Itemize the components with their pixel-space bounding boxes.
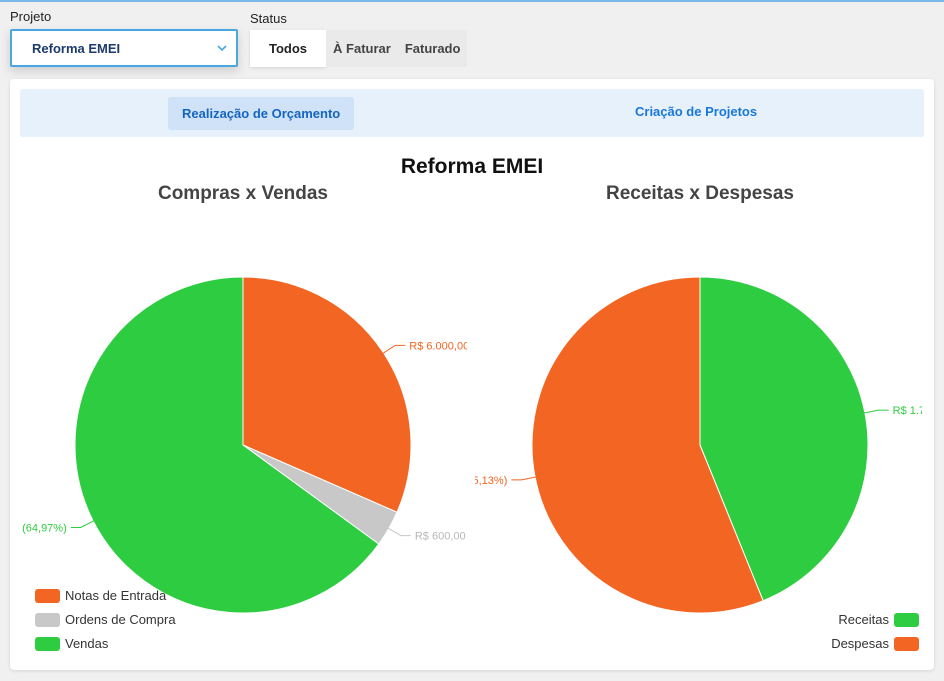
leader-line-receitas xyxy=(862,409,889,414)
legend-receitas-despesas: Receitas Despesas xyxy=(831,612,919,651)
legend-label-despesas[interactable]: Despesas xyxy=(831,636,889,651)
status-faturado-button[interactable]: Faturado xyxy=(397,30,468,67)
leader-line-despesas xyxy=(511,476,538,481)
project-select-value: Reforma EMEI xyxy=(32,40,121,56)
status-toggle-group: Todos À Faturar Faturado xyxy=(250,30,468,67)
data-label-receitas: R$ 1.7 xyxy=(893,405,925,417)
pie-chart-receitas-despesas: R$ 1.7 5,13%) xyxy=(473,276,925,614)
data-label-ordens-de-compra: R$ 600,00 xyxy=(415,531,466,543)
status-a-faturar-button[interactable]: À Faturar xyxy=(326,30,398,67)
project-filter-label: Projeto xyxy=(10,9,52,24)
project-select[interactable]: Reforma EMEI xyxy=(10,29,238,67)
data-label-notas-de-entrada: R$ 6.000,00 xyxy=(409,340,469,352)
legend-swatch-receitas[interactable] xyxy=(894,613,919,627)
legend-label-vendas[interactable]: Vendas xyxy=(65,636,109,651)
top-accent-line xyxy=(0,0,944,2)
status-filter-label: Status xyxy=(250,11,287,26)
page-title: Reforma EMEI xyxy=(400,155,544,178)
legend-swatch-despesas[interactable] xyxy=(894,637,919,651)
legend-compras-vendas: Notas de Entrada Ordens de Compra Vendas xyxy=(35,588,176,651)
data-label-vendas: (64,97%) xyxy=(22,522,67,534)
legend-label-ordens-de-compra[interactable]: Ordens de Compra xyxy=(65,612,176,627)
chevron-down-icon xyxy=(217,45,227,52)
tab-criacao-projetos[interactable]: Criação de Projetos xyxy=(635,104,758,119)
tab-bar: Realização de Orçamento Criação de Proje… xyxy=(20,89,924,137)
status-todos-button[interactable]: Todos xyxy=(250,30,327,67)
tab-realizacao-orcamento[interactable]: Realização de Orçamento xyxy=(168,97,355,130)
chart-title-receitas-despesas: Receitas x Despesas xyxy=(605,183,794,204)
pie-chart-compras-vendas: R$ 6.000,00 R$ 600,00 (64,97%) xyxy=(22,276,469,614)
chart-title-compras-vendas: Compras x Vendas xyxy=(157,183,329,204)
data-label-despesas: 5,13%) xyxy=(473,475,508,487)
leader-line-vendas xyxy=(70,519,96,528)
legend-label-notas-de-entrada[interactable]: Notas de Entrada xyxy=(65,588,167,603)
legend-label-receitas[interactable]: Receitas xyxy=(838,612,889,627)
legend-swatch-ordens-de-compra[interactable] xyxy=(35,613,60,627)
leader-line-ordens-de-compra xyxy=(386,527,411,537)
legend-swatch-notas-de-entrada[interactable] xyxy=(35,589,60,603)
leader-line-notas-de-entrada xyxy=(381,344,406,355)
legend-swatch-vendas[interactable] xyxy=(35,637,60,651)
